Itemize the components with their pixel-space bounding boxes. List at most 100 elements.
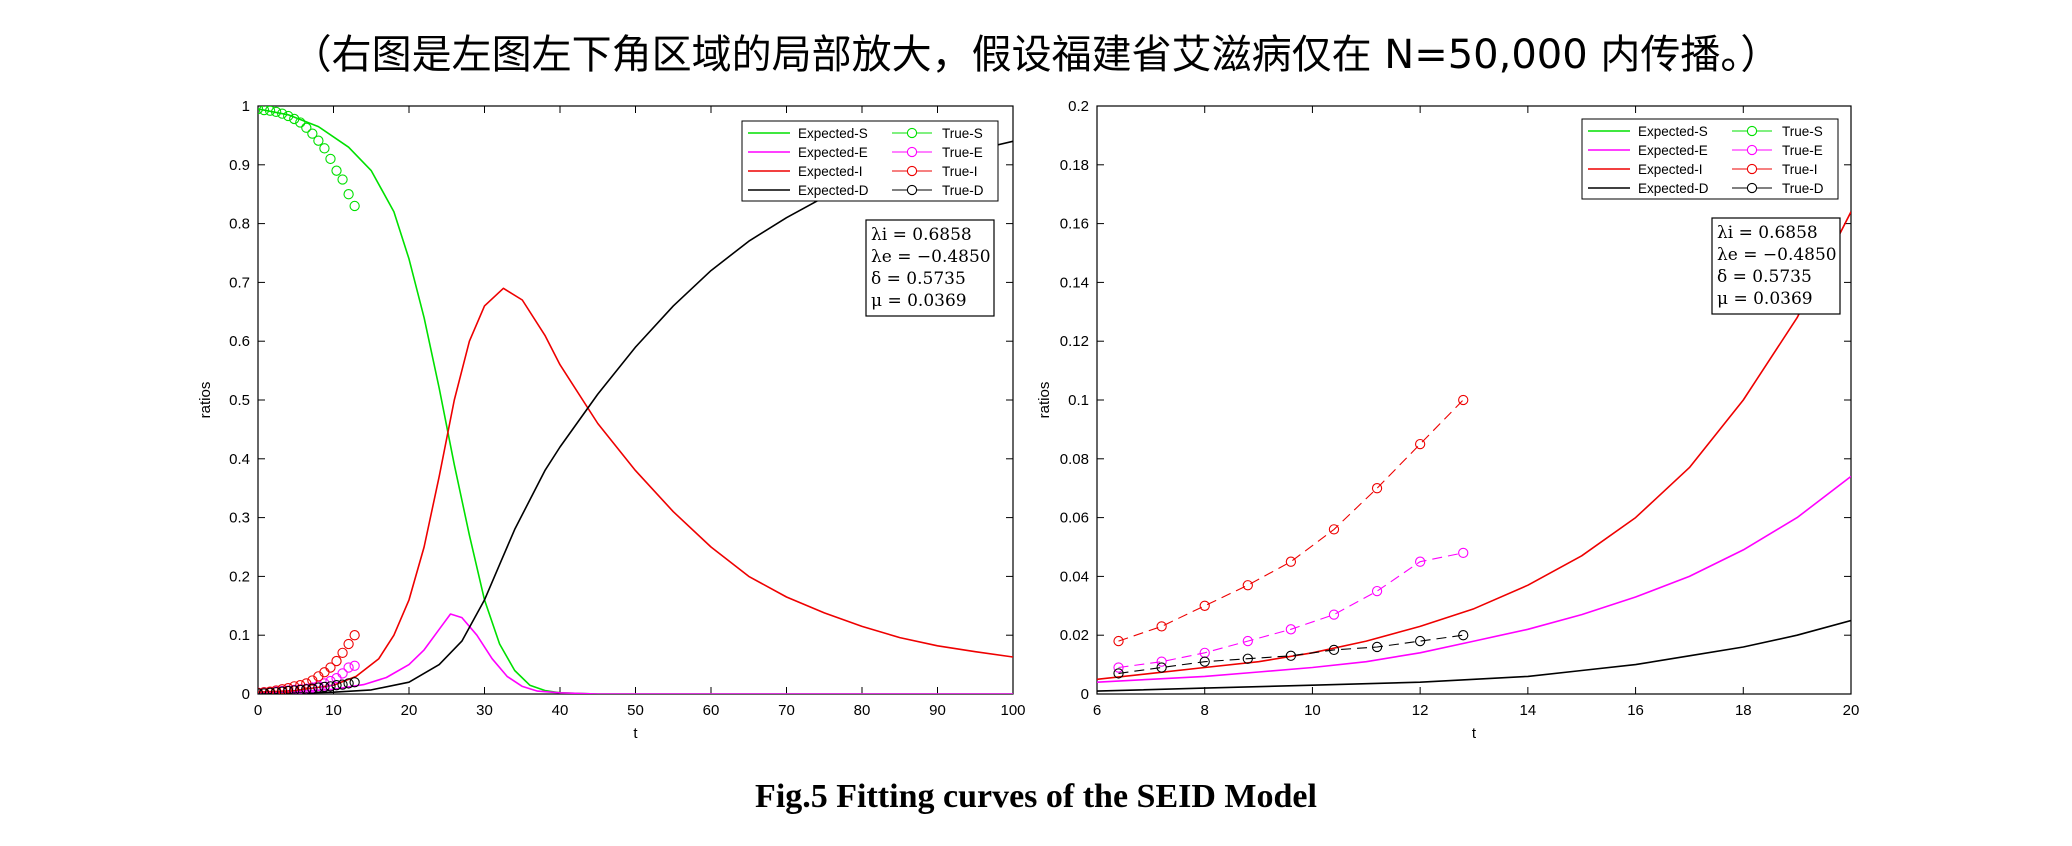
- series-point-true-s: [325, 153, 336, 165]
- x-tick-label: 40: [552, 702, 569, 719]
- series-point-true-d: [1156, 662, 1167, 673]
- legend-marker-swatch: [1746, 144, 1758, 156]
- y-tick-label: 0.4: [229, 451, 250, 468]
- y-tick-label: 0.3: [229, 510, 250, 527]
- parameter-text: λe = −0.4850: [871, 247, 991, 267]
- legend-label: True-E: [942, 145, 983, 160]
- series-point-true-d: [349, 677, 360, 688]
- x-tick-label: 10: [1304, 702, 1321, 719]
- series-point-true-s: [331, 165, 342, 176]
- series-point-true-i: [1371, 483, 1383, 494]
- series-point-true-i: [301, 678, 312, 689]
- y-tick-label: 0.2: [229, 568, 250, 585]
- series-point-true-d: [1328, 644, 1340, 656]
- series-point-true-d: [307, 683, 318, 694]
- series-point-true-d: [289, 685, 300, 694]
- series-point-true-d: [1371, 641, 1383, 653]
- series-point-true-i: [349, 630, 360, 641]
- series-line-expected-d: [1097, 619, 1851, 692]
- series-point-true-d: [258, 688, 264, 694]
- y-tick-label: 0.08: [1060, 451, 1089, 468]
- series-point-true-s: [337, 174, 348, 185]
- legend-label: True-S: [1782, 124, 1823, 139]
- parameter-text: μ = 0.0369: [871, 291, 967, 311]
- series-point-true-e: [349, 660, 360, 671]
- legend-marker-swatch: [906, 127, 918, 139]
- y-axis-label: ratios: [197, 382, 214, 419]
- series-point-true-e: [1371, 585, 1383, 597]
- y-tick-label: 0.6: [229, 333, 250, 350]
- y-tick-label: 0.7: [229, 274, 250, 291]
- x-tick-label: 0: [254, 702, 262, 719]
- series-point-true-d: [319, 681, 330, 693]
- series-point-true-s: [313, 135, 324, 146]
- legend-label: True-D: [942, 183, 984, 198]
- x-tick-label: 20: [1843, 702, 1860, 719]
- series-point-true-e: [1113, 662, 1124, 673]
- x-tick-label: 100: [1000, 702, 1025, 719]
- series-point-true-d: [313, 682, 324, 693]
- series-point-true-d: [1414, 635, 1426, 647]
- y-tick-label: 0: [242, 686, 250, 703]
- y-tick-label: 0.9: [229, 157, 250, 174]
- series-point-true-s: [264, 106, 276, 116]
- y-tick-label: 0.04: [1060, 568, 1089, 585]
- legend-marker-swatch: [906, 146, 918, 158]
- plot-area: [1097, 211, 1851, 692]
- x-tick-label: 20: [401, 702, 418, 719]
- y-tick-label: 0.12: [1060, 333, 1089, 350]
- x-axis-label: t: [1472, 725, 1477, 742]
- series-point-true-e: [1156, 656, 1167, 667]
- series-point-true-d: [1242, 653, 1253, 664]
- legend-label: Expected-I: [1638, 162, 1703, 177]
- legend-label: Expected-I: [798, 164, 863, 179]
- series-point-true-e: [1414, 556, 1426, 567]
- series-point-true-d: [1285, 650, 1297, 661]
- series-point-true-e: [1285, 624, 1297, 635]
- series-point-true-d: [301, 684, 312, 694]
- series-point-true-d: [1458, 630, 1469, 641]
- y-tick-label: 0.18: [1060, 157, 1089, 174]
- series-point-true-i: [1328, 524, 1340, 535]
- series-point-true-i: [1458, 394, 1469, 406]
- parameter-text: λi = 0.6858: [1717, 223, 1818, 243]
- parameter-box: [1711, 217, 1841, 315]
- series-point-true-s: [258, 106, 264, 115]
- series-dashed-true-i: [1118, 399, 1464, 642]
- y-tick-label: 0.06: [1060, 510, 1089, 527]
- y-tick-label: 0.1: [1068, 392, 1089, 409]
- series-point-true-i: [1199, 600, 1210, 611]
- series-point-true-s: [307, 128, 318, 139]
- x-axis-label: t: [633, 725, 638, 742]
- parameter-text: δ = 0.5735: [1717, 267, 1812, 287]
- legend-label: True-S: [942, 126, 983, 141]
- series-point-true-e: [337, 668, 348, 679]
- legend-label: Expected-D: [798, 183, 869, 198]
- series-point-true-d: [343, 678, 354, 689]
- series-point-true-d: [277, 686, 288, 694]
- series-point-true-s: [258, 106, 270, 116]
- series-line-expected-i: [258, 287, 1013, 693]
- legend-label: Expected-D: [1638, 181, 1709, 196]
- series-point-true-i: [1242, 580, 1253, 591]
- series-point-true-e: [1458, 547, 1469, 559]
- y-tick-label: 0.2: [1068, 98, 1089, 115]
- legend-marker-swatch: [1746, 182, 1758, 194]
- series-point-true-d: [1199, 656, 1210, 667]
- series-point-true-s: [295, 117, 306, 128]
- x-tick-label: 30: [476, 702, 493, 719]
- series-point-true-i: [1414, 438, 1426, 450]
- legend-label: True-E: [1782, 143, 1823, 158]
- y-tick-label: 0.14: [1060, 274, 1089, 291]
- series-point-true-s: [270, 106, 282, 118]
- x-tick-label: 6: [1093, 702, 1101, 719]
- x-tick-label: 10: [325, 702, 342, 719]
- series-point-true-i: [277, 684, 288, 694]
- x-tick-label: 80: [854, 702, 871, 719]
- series-point-true-s: [343, 189, 354, 200]
- series-point-true-d: [283, 685, 294, 694]
- y-axis-label: ratios: [1036, 382, 1053, 419]
- legend-marker-swatch: [906, 165, 918, 177]
- y-tick-label: 0.02: [1060, 627, 1089, 644]
